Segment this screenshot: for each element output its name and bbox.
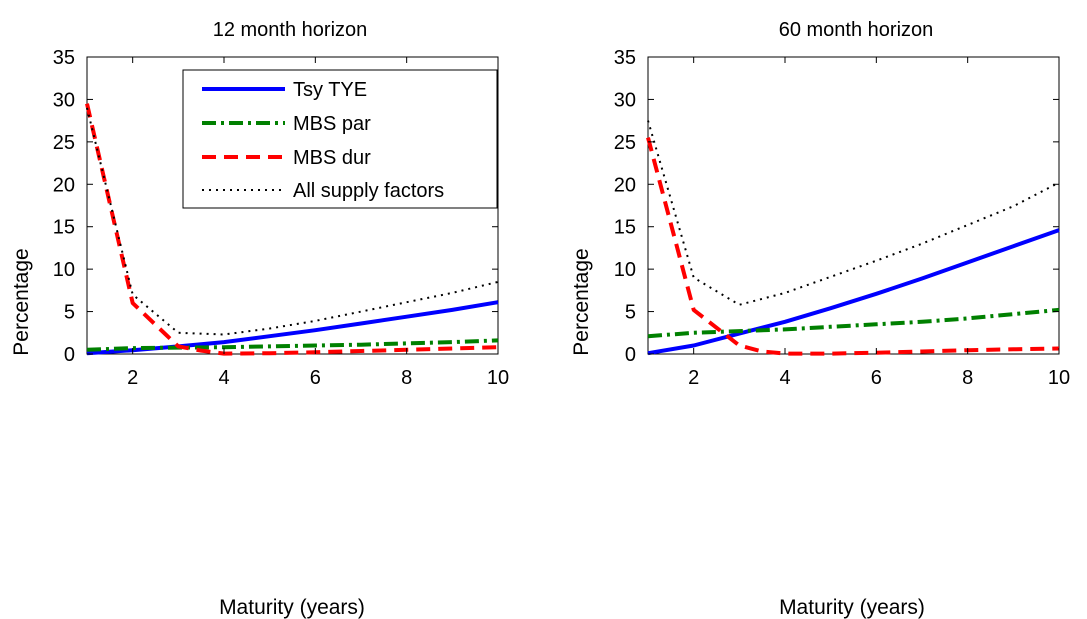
chart-title: 60 month horizon xyxy=(779,19,934,41)
y-tick-label: 20 xyxy=(53,174,75,196)
x-tick-label: 4 xyxy=(218,367,229,389)
y-tick-label: 0 xyxy=(625,344,636,366)
series-line-mbs-dur xyxy=(646,137,1060,356)
y-tick-label: 10 xyxy=(53,259,75,281)
legend: Tsy TYE MBS par MBS dur All supply facto… xyxy=(182,69,498,209)
legend-label-tsy-tye: Tsy TYE xyxy=(293,79,367,101)
legend-label-all-supply: All supply factors xyxy=(293,180,444,202)
panel-60-month: 60 month horizon 2 4 6 8 10 0 5 10 15 20 25 30 35 Ma… xyxy=(570,19,1070,619)
x-tick-label: 2 xyxy=(688,367,699,389)
x-tick-label: 6 xyxy=(310,367,321,389)
series-line-all-supply-factors xyxy=(647,120,1060,306)
x-axis-label: Maturity (years) xyxy=(219,596,365,619)
y-tick-label: 10 xyxy=(614,259,636,281)
x-tick-label: 6 xyxy=(871,367,882,389)
y-tick-label: 30 xyxy=(53,89,75,111)
series-layer xyxy=(646,120,1060,356)
y-axis-label: Percentage xyxy=(10,248,33,355)
y-tick-label: 25 xyxy=(53,132,75,154)
y-tick-label: 25 xyxy=(614,132,636,154)
y-tick-label: 20 xyxy=(614,174,636,196)
y-tick-label: 15 xyxy=(614,217,636,239)
y-tick-label: 15 xyxy=(53,217,75,239)
y-tick-label: 5 xyxy=(625,302,636,324)
x-tick-label: 10 xyxy=(1048,367,1070,389)
y-tick-label: 0 xyxy=(64,344,75,366)
x-tick-label: 8 xyxy=(962,367,973,389)
y-tick-label: 5 xyxy=(64,302,75,324)
x-tick-label: 8 xyxy=(401,367,412,389)
legend-label-mbs-dur: MBS dur xyxy=(293,147,371,169)
y-tick-label: 35 xyxy=(53,47,75,69)
series-line-mbs-par xyxy=(647,307,1060,339)
legend-label-mbs-par: MBS par xyxy=(293,113,371,135)
series-line-mbs-par xyxy=(86,338,499,352)
series-line-tsy-tye xyxy=(86,300,499,356)
series-line-mbs-dur xyxy=(85,103,499,356)
x-tick-label: 10 xyxy=(487,367,509,389)
chart-title: 12 month horizon xyxy=(213,19,368,41)
y-tick-label: 35 xyxy=(614,47,636,69)
x-axis-label: Maturity (years) xyxy=(779,596,925,619)
series-layer xyxy=(85,103,499,356)
tick-layer: 2 4 6 8 10 0 5 10 15 20 25 30 35 xyxy=(614,47,1070,389)
x-tick-label: 2 xyxy=(127,367,138,389)
panel-12-month: 12 month horizon 2 4 6 8 10 0 5 10 15 20 25 30 35 Ma… xyxy=(10,19,509,619)
y-tick-label: 30 xyxy=(614,89,636,111)
y-axis-label: Percentage xyxy=(570,248,593,355)
legend-box xyxy=(182,69,498,209)
series-line-tsy-tye xyxy=(647,228,1060,356)
plot-frame xyxy=(647,56,1060,355)
tick-layer: 2 4 6 8 10 0 5 10 15 20 25 30 35 xyxy=(53,47,509,389)
x-tick-label: 4 xyxy=(779,367,790,389)
